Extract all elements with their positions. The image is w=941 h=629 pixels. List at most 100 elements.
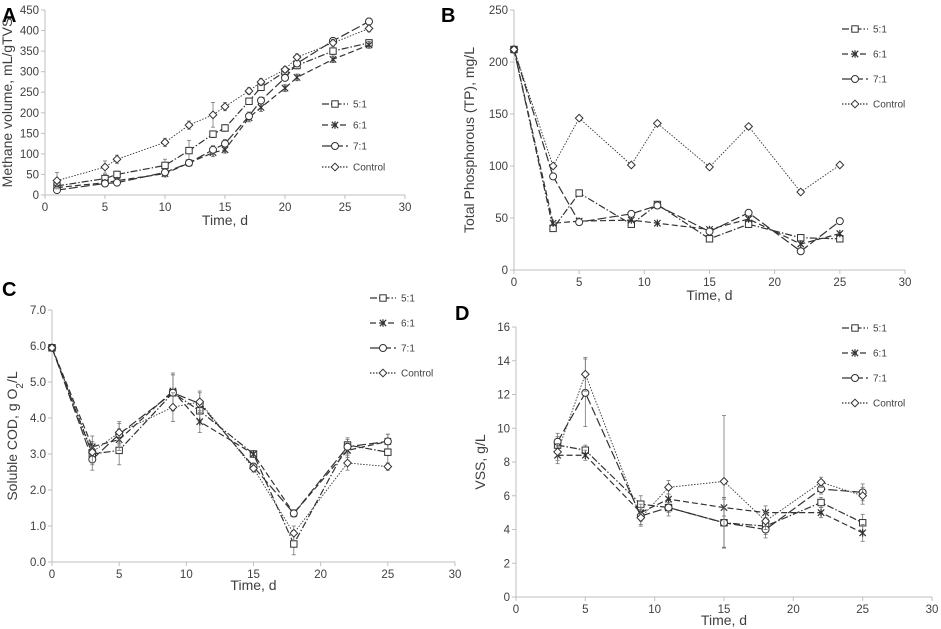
panel-c-data-point [248,463,259,473]
panel-b-data-point [653,219,661,227]
panel-a-xtick-label: 20 [279,202,292,214]
panel-a-data-point [160,137,170,147]
panel-d-ytick-label: 16 [497,322,510,334]
panel-c-legend-label: 6:1 [401,319,415,330]
panel-d-data-point [858,491,868,501]
panel-a-ytick-label: 450 [20,5,39,17]
panel-b-legend-label: Control [873,100,905,111]
panel-c-data-point [343,442,352,451]
panel-d: D 0 2 4 6 8 10 12 14 16 0 5 10 15 20 25 30 Time, d VSS, g/… [455,303,938,628]
panel-d-xtick-label: 20 [787,604,800,616]
panel-a-data-point [185,158,193,167]
panel-b-legend-marker [850,99,860,109]
panel-b-data-point [835,160,845,170]
panel-b-legend-marker [851,75,859,83]
panel-c-ytick-label: 6.0 [30,341,46,353]
panel-d-legend: 5:1 6:1 7:1 Control [842,324,905,410]
panel-c-legend-label: 5:1 [401,294,415,305]
panel-d-xtick-label: 25 [856,604,869,616]
panel-b-legend-label: 6:1 [873,50,887,61]
panel-a-ytick-label: 200 [20,108,39,120]
panel-c-series-line [51,347,388,515]
panel-c-data-point [290,540,298,548]
panel-b-legend: 5:1 6:1 7:1 Control [842,25,905,111]
panel-b-xtick-label: 20 [768,277,781,289]
panel-b-xtick-label: 0 [511,277,517,289]
panel-c-data-point [383,462,393,472]
panel-a-series-7-1 [53,17,373,195]
panel-a-xtick-label: 0 [42,202,48,214]
panel-a-data-point [245,97,253,105]
panel-a-label: A [2,5,16,27]
panel-d-data-point [817,508,825,517]
panel-c-legend-label: Control [401,369,433,380]
panel-a-legend-marker [331,142,339,150]
panel-b-ytick-label: 100 [489,161,508,173]
panel-a-legend: 5:1 6:1 7:1 Control [322,100,385,174]
panel-d-data-point [553,447,563,457]
panel-b-data-point [549,172,558,181]
panel-b-data-point [548,161,558,171]
panel-d-legend-marker [851,349,859,357]
panel-b-xlabel: Time, d [686,287,732,303]
panel-d-data-point [664,495,673,503]
panel-a-legend-label: 7:1 [353,142,367,153]
panel-c-ytick-label: 3.0 [30,449,46,461]
panel-c-ytick-label: 2.0 [30,485,46,497]
panel-c-ytick-label: 7.0 [30,305,46,317]
panel-d-legend-label: Control [873,399,905,410]
panel-b-series-7-1 [510,45,844,256]
panel-c-data-point [87,447,97,457]
panel-c-data-point [384,448,392,456]
panel-a-ytick-label: 300 [20,67,39,79]
panel-a-legend-label: 6:1 [353,121,367,132]
panel-c-series-control [47,343,393,541]
panel-c-legend-marker [379,344,387,352]
panel-d-series-7-1 [553,358,867,549]
panel-c-data-point [196,417,204,426]
panel-c-data-point [289,509,298,518]
panel-b-data-point [705,227,714,236]
panel-a-ytick-label: 350 [20,46,39,58]
panel-c-legend-label: 7:1 [401,344,415,355]
panel-b-series-line [513,49,840,240]
panel-d-data-point [719,476,729,486]
panel-a-ytick-label: 150 [20,128,39,140]
panel-c-legend-marker [379,319,387,327]
panel-a-data-point [209,145,217,154]
panel-c-data-point [168,402,178,412]
panel-d-legend-label: 6:1 [873,349,887,360]
panel-d-label: D [455,303,469,325]
panel-d-series-line [557,454,863,534]
panel-b-data-point [836,229,844,238]
panel-a-data-point [221,139,229,148]
panel-d-data-point [664,503,673,512]
panel-b-series-line [513,49,841,193]
panel-b-series-5-1 [510,45,844,243]
panel-d-ytick-label: 8 [504,457,510,469]
panel-c-legend-marker [378,368,388,378]
panel-a-data-point [365,41,373,49]
panel-a-data-point [113,170,121,179]
panel-d-legend-marker [850,398,860,408]
panel-d-data-point [636,513,646,523]
panel-a-data-point [112,154,122,164]
panel-c-data-point [383,437,392,446]
panel-d-xtick-label: 10 [648,604,661,616]
panel-a-legend-marker [331,121,339,129]
panel-d-data-point [581,451,589,459]
panel-d-legend-label: 5:1 [873,324,887,335]
panel-a-xtick-label: 5 [102,202,108,214]
panel-b-series-control [509,45,845,197]
panel-a-data-point [52,176,62,186]
panel-d-xtick-label: 5 [582,604,588,616]
panel-d-xlabel: Time, d [701,612,747,628]
panel-a-data-point [185,146,193,155]
panel-d-legend-marker [851,324,859,332]
panel-c-ytick-label: 5.0 [30,377,46,389]
panel-b-legend-label: 7:1 [873,75,887,86]
panel-b-series-line [513,49,840,245]
panel-b-data-point [835,217,844,226]
panel-a-data-point [329,47,337,55]
